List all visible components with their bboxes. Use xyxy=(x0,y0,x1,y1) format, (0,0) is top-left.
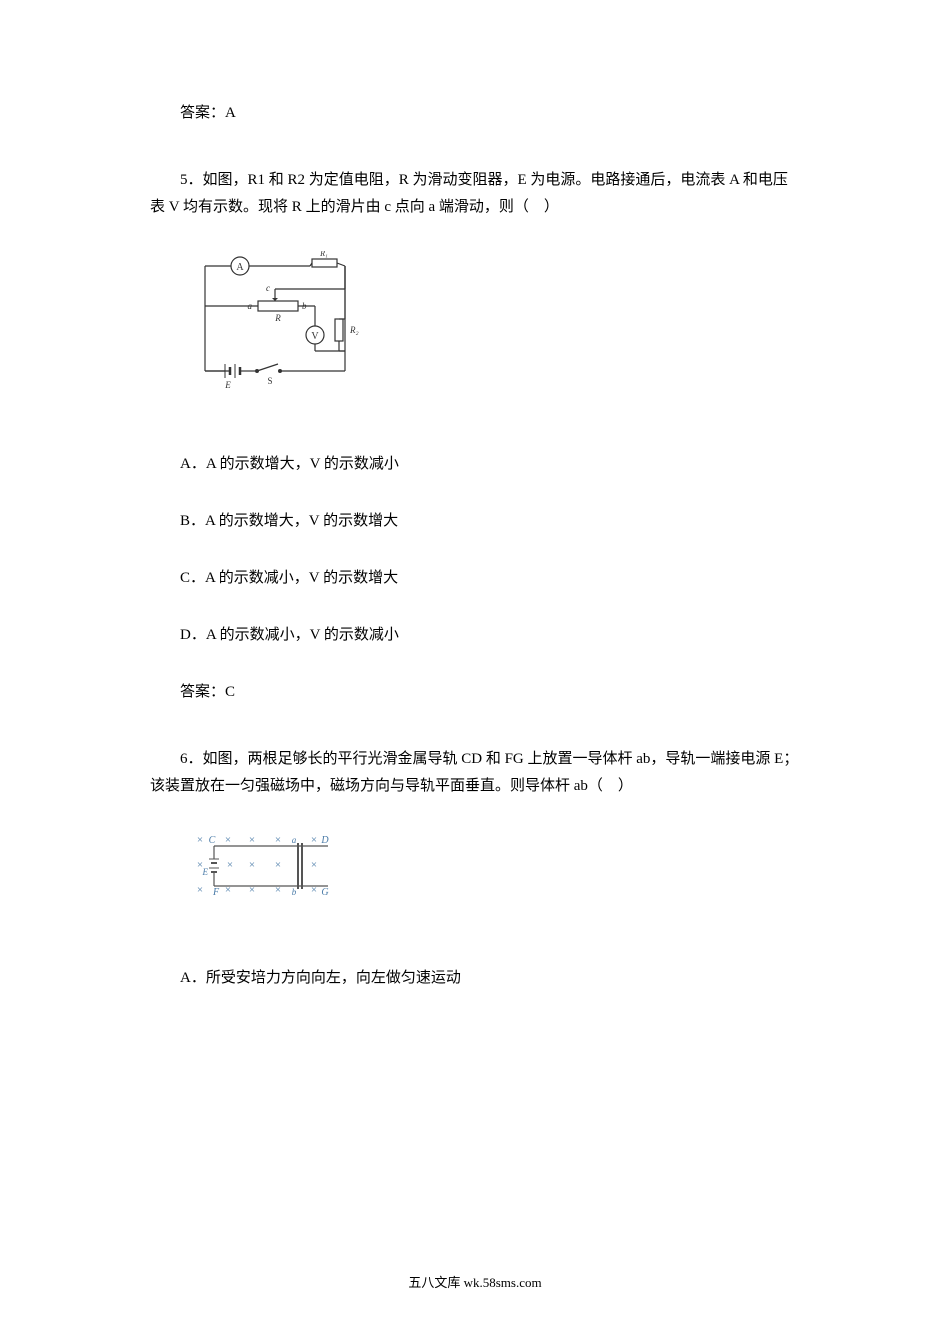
question-5-content: 5．如图，R1 和 R2 为定值电阻，R 为滑动变阻器，E 为电源。电路接通后，… xyxy=(150,172,788,215)
svg-text:×: × xyxy=(311,859,317,871)
question-5-option-d: D．A 的示数减小，V 的示数减小 xyxy=(150,622,800,649)
label-b6: b xyxy=(292,887,297,897)
option-6a-text: A．所受安培力方向向左，向左做匀速运动 xyxy=(180,970,461,986)
voltmeter-label: V xyxy=(311,331,319,342)
label-c: c xyxy=(266,283,270,293)
ammeter-label: A xyxy=(236,262,244,273)
svg-text:×: × xyxy=(225,834,231,846)
circuit-svg-5: A R₁ a R b c V xyxy=(190,251,370,391)
r1-label: R₁ xyxy=(319,251,328,258)
question-5-text: 5．如图，R1 和 R2 为定值电阻，R 为滑动变阻器，E 为电源。电路接通后，… xyxy=(150,167,800,221)
svg-text:×: × xyxy=(249,859,255,871)
label-F: F xyxy=(212,887,220,898)
rail-svg-6: × × × × × × × × × × × × × × × C D a F G … xyxy=(190,830,350,905)
option-5d-text: D．A 的示数减小，V 的示数减小 xyxy=(180,627,399,643)
r2-label: R₂ xyxy=(349,325,359,335)
question-5-option-a: A．A 的示数增大，V 的示数减小 xyxy=(150,451,800,478)
svg-text:×: × xyxy=(197,884,203,896)
page-footer: 五八文库 wk.58sms.com xyxy=(0,1271,950,1294)
svg-text:×: × xyxy=(275,834,281,846)
question-6-text: 6．如图，两根足够长的平行光滑金属导轨 CD 和 FG 上放置一导体杆 ab，导… xyxy=(150,746,800,800)
answer-5-text: 答案：C xyxy=(180,684,235,700)
answer-5: 答案：C xyxy=(150,679,800,706)
footer-text: 五八文库 wk.58sms.com xyxy=(408,1275,541,1290)
svg-text:×: × xyxy=(249,834,255,846)
circuit-diagram-5: A R₁ a R b c V xyxy=(190,251,800,401)
svg-text:×: × xyxy=(197,834,203,846)
label-C: C xyxy=(209,835,216,846)
question-6-option-a: A．所受安培力方向向左，向左做匀速运动 xyxy=(150,965,800,992)
question-5-option-c: C．A 的示数减小，V 的示数增大 xyxy=(150,565,800,592)
svg-text:×: × xyxy=(311,834,317,846)
label-E6: E xyxy=(202,867,209,877)
label-a: a xyxy=(248,301,253,311)
answer-4-text: 答案：A xyxy=(180,105,236,121)
question-6-content: 6．如图，两根足够长的平行光滑金属导轨 CD 和 FG 上放置一导体杆 ab，导… xyxy=(150,751,798,794)
label-G: G xyxy=(321,887,328,898)
label-a6: a xyxy=(292,835,297,845)
option-5a-text: A．A 的示数增大，V 的示数减小 xyxy=(180,456,399,472)
answer-4: 答案：A xyxy=(150,100,800,127)
question-5-option-b: B．A 的示数增大，V 的示数增大 xyxy=(150,508,800,535)
label-D: D xyxy=(320,835,329,846)
rail-diagram-6: × × × × × × × × × × × × × × × C D a F G … xyxy=(190,830,800,915)
option-5b-text: B．A 的示数增大，V 的示数增大 xyxy=(180,513,398,529)
label-S: S xyxy=(267,376,272,386)
svg-text:×: × xyxy=(227,859,233,871)
label-R: R xyxy=(274,313,281,323)
option-5c-text: C．A 的示数减小，V 的示数增大 xyxy=(180,570,398,586)
svg-text:×: × xyxy=(275,859,281,871)
label-E: E xyxy=(224,380,231,390)
